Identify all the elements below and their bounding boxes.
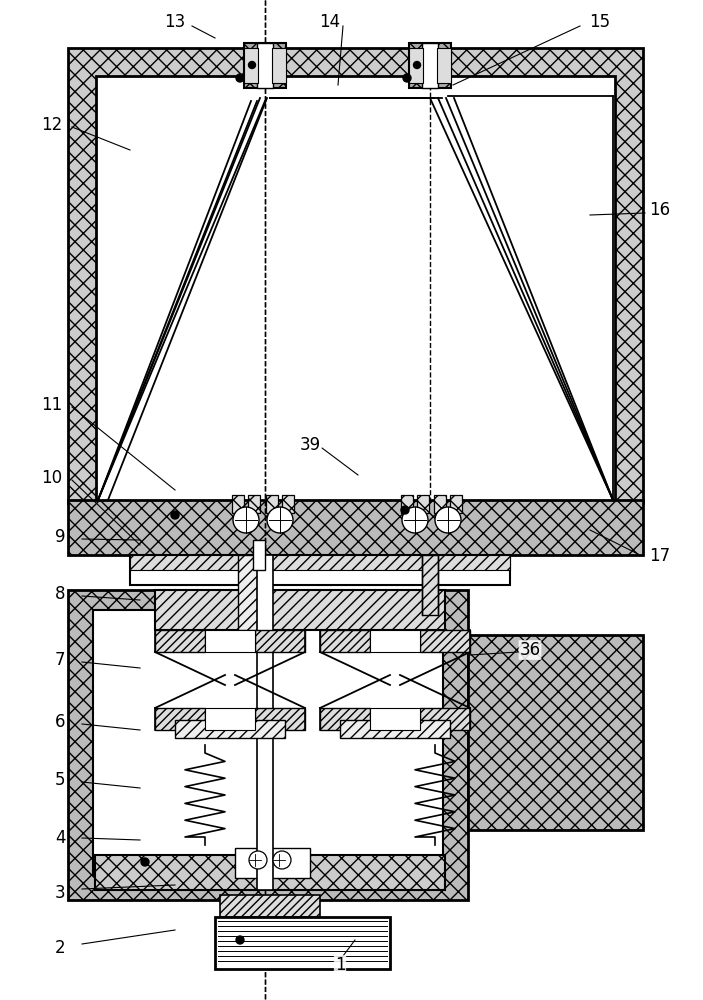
Text: 4: 4 <box>55 829 65 847</box>
Bar <box>468 635 643 830</box>
Bar <box>320 630 370 652</box>
Bar <box>130 555 510 585</box>
Text: 14: 14 <box>319 13 340 31</box>
Bar <box>422 555 438 615</box>
Bar <box>409 43 451 88</box>
Text: 3: 3 <box>55 884 65 902</box>
Circle shape <box>141 858 149 866</box>
Text: 15: 15 <box>589 13 611 31</box>
Circle shape <box>249 851 267 869</box>
Text: 8: 8 <box>55 585 65 603</box>
Circle shape <box>171 511 179 519</box>
Text: 9: 9 <box>55 528 65 546</box>
Bar <box>409 48 423 83</box>
Text: 39: 39 <box>299 436 321 454</box>
Text: 7: 7 <box>55 651 65 669</box>
Text: 13: 13 <box>165 13 186 31</box>
Circle shape <box>403 74 411 82</box>
Bar <box>205 630 255 652</box>
Bar <box>175 720 285 738</box>
Bar <box>437 48 451 83</box>
Bar <box>96 76 615 503</box>
Bar <box>255 630 305 652</box>
Bar <box>417 495 429 513</box>
Text: 2: 2 <box>55 939 65 957</box>
Text: 1: 1 <box>335 956 345 974</box>
Bar <box>272 48 286 83</box>
Bar <box>434 495 446 513</box>
Bar <box>370 630 420 652</box>
Circle shape <box>267 507 293 533</box>
Bar <box>68 48 643 503</box>
Circle shape <box>236 936 244 944</box>
Bar <box>235 848 310 878</box>
Bar <box>450 495 462 513</box>
Bar <box>266 495 278 513</box>
Text: 11: 11 <box>41 396 63 414</box>
Bar <box>68 500 643 555</box>
Bar <box>420 708 470 730</box>
Bar <box>155 708 205 730</box>
Bar <box>282 495 294 513</box>
Bar <box>370 708 420 730</box>
Circle shape <box>273 851 291 869</box>
Bar <box>422 43 438 88</box>
Bar <box>257 555 273 890</box>
Circle shape <box>248 62 255 68</box>
Bar <box>93 610 443 875</box>
Bar <box>220 895 320 917</box>
Text: 16: 16 <box>650 201 671 219</box>
Circle shape <box>236 74 244 82</box>
Bar <box>255 708 305 730</box>
Circle shape <box>401 506 409 514</box>
Circle shape <box>435 507 461 533</box>
Bar <box>68 590 468 900</box>
Circle shape <box>233 507 259 533</box>
Circle shape <box>413 62 420 68</box>
Bar <box>340 720 450 738</box>
Bar <box>215 917 390 969</box>
Bar <box>257 43 273 88</box>
Text: 17: 17 <box>650 547 671 565</box>
Bar <box>130 555 510 570</box>
Text: 6: 6 <box>55 713 65 731</box>
Bar <box>155 590 445 630</box>
Bar <box>420 630 470 652</box>
Bar <box>238 555 268 630</box>
Bar <box>320 708 370 730</box>
Bar <box>155 630 205 652</box>
Bar <box>205 708 255 730</box>
Bar <box>232 495 244 513</box>
Text: 5: 5 <box>55 771 65 789</box>
Text: 36: 36 <box>520 641 541 659</box>
Text: 10: 10 <box>41 469 63 487</box>
Bar <box>244 43 286 88</box>
Text: 12: 12 <box>41 116 63 134</box>
Bar <box>248 495 260 513</box>
Bar <box>95 855 445 890</box>
Bar <box>244 48 258 83</box>
Circle shape <box>402 507 428 533</box>
Bar <box>401 495 413 513</box>
Bar <box>253 540 265 570</box>
